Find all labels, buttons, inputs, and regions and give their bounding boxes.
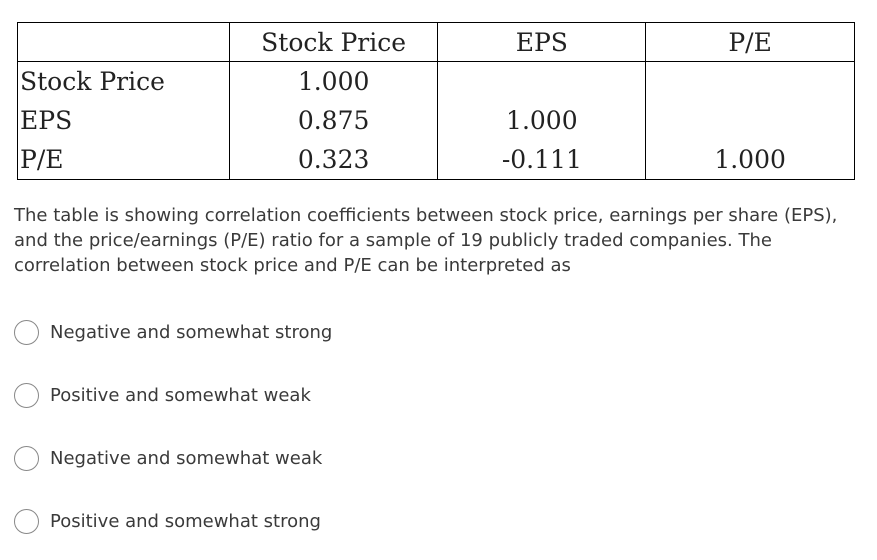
row-label-pe: P/E <box>17 140 230 180</box>
option-positive-somewhat-strong[interactable]: Positive and somewhat strong <box>14 507 321 535</box>
option-positive-somewhat-weak[interactable]: Positive and somewhat weak <box>14 381 311 409</box>
table-cell <box>645 61 855 101</box>
row-label-eps: EPS <box>17 101 230 140</box>
table-cell: 0.875 <box>228 101 439 140</box>
option-negative-somewhat-strong[interactable]: Negative and somewhat strong <box>14 318 332 346</box>
table-header-stock-price: Stock Price <box>228 22 439 62</box>
table-cell: -0.111 <box>437 140 647 180</box>
table-header-row: Stock Price EPS P/E <box>17 22 855 62</box>
option-label[interactable]: Negative and somewhat strong <box>50 321 333 343</box>
table-header-corner <box>17 22 230 62</box>
table-cell: 1.000 <box>645 140 855 180</box>
question-text: The table is showing correlation coeffic… <box>14 205 838 276</box>
option-label[interactable]: Negative and somewhat weak <box>50 447 323 469</box>
table-row-eps: EPS 0.875 1.000 <box>17 101 855 140</box>
table-header-eps: EPS <box>437 22 647 62</box>
table-cell: 1.000 <box>437 101 647 140</box>
radio-button[interactable] <box>14 445 39 471</box>
row-label-stock-price: Stock Price <box>17 61 230 101</box>
table-cell <box>645 101 855 140</box>
table-cell: 1.000 <box>228 61 439 101</box>
table-cell <box>437 61 647 101</box>
radio-button[interactable] <box>14 382 39 408</box>
table-header-pe: P/E <box>645 22 855 62</box>
correlation-table: Stock Price EPS P/E Stock Price 1.000 EP… <box>17 22 855 180</box>
option-label[interactable]: Positive and somewhat strong <box>50 510 321 532</box>
radio-button[interactable] <box>14 319 39 345</box>
option-negative-somewhat-weak[interactable]: Negative and somewhat weak <box>14 444 322 472</box>
table-row-pe: P/E 0.323 -0.111 1.000 <box>17 140 855 180</box>
table-row-stock-price: Stock Price 1.000 <box>17 61 855 101</box>
option-label[interactable]: Positive and somewhat weak <box>50 384 311 406</box>
table-cell: 0.323 <box>228 140 439 180</box>
radio-button[interactable] <box>14 508 39 534</box>
